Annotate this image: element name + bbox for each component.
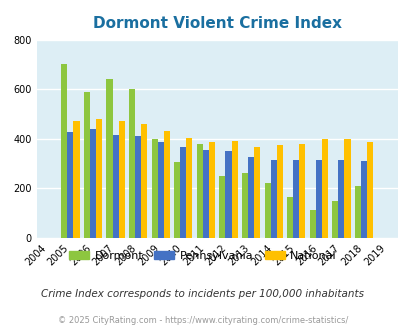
Bar — [354, 186, 360, 238]
Bar — [163, 131, 169, 238]
Bar — [67, 132, 73, 238]
Bar — [298, 144, 305, 238]
Bar — [209, 142, 215, 238]
Bar — [264, 183, 270, 238]
Bar — [337, 160, 343, 238]
Text: © 2025 CityRating.com - https://www.cityrating.com/crime-statistics/: © 2025 CityRating.com - https://www.city… — [58, 315, 347, 325]
Bar — [225, 151, 231, 238]
Bar — [61, 64, 67, 238]
Bar — [254, 147, 260, 238]
Bar — [315, 160, 321, 238]
Bar — [112, 135, 118, 238]
Bar — [151, 139, 157, 238]
Bar — [135, 136, 141, 238]
Bar — [196, 144, 202, 238]
Bar — [360, 161, 366, 238]
Bar — [241, 173, 247, 238]
Bar — [286, 197, 292, 238]
Bar — [157, 142, 163, 238]
Bar — [202, 150, 209, 238]
Bar — [186, 138, 192, 238]
Bar — [174, 162, 180, 238]
Bar — [309, 211, 315, 238]
Bar — [90, 129, 96, 238]
Bar — [141, 124, 147, 238]
Bar — [292, 160, 298, 238]
Bar — [231, 141, 237, 238]
Bar — [73, 121, 79, 238]
Bar — [247, 157, 254, 238]
Bar — [343, 139, 350, 238]
Bar — [321, 139, 327, 238]
Bar — [106, 79, 112, 238]
Bar — [366, 142, 372, 238]
Bar — [276, 145, 282, 238]
Legend: Dormont, Pennsylvania, National: Dormont, Pennsylvania, National — [64, 246, 341, 265]
Bar — [331, 201, 337, 238]
Text: Crime Index corresponds to incidents per 100,000 inhabitants: Crime Index corresponds to incidents per… — [41, 289, 364, 299]
Title: Dormont Violent Crime Index: Dormont Violent Crime Index — [92, 16, 341, 31]
Bar — [180, 147, 186, 238]
Bar — [96, 119, 102, 238]
Bar — [129, 89, 135, 238]
Bar — [270, 160, 276, 238]
Bar — [84, 92, 90, 238]
Bar — [118, 121, 124, 238]
Bar — [219, 176, 225, 238]
